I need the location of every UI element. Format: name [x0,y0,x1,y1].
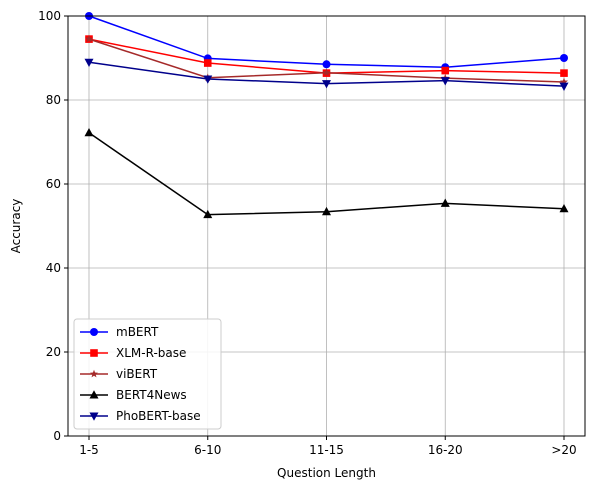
x-tick-label: 1-5 [79,443,99,457]
data-point [560,77,568,86]
legend-marker [89,390,99,399]
data-point [559,203,569,213]
legend-item: viBERT [80,367,158,381]
y-axis-label: Accuracy [9,199,23,254]
y-tick-label: 40 [46,261,61,275]
x-tick-label: 6-10 [194,443,221,457]
series-bert4news [84,127,569,219]
legend-label: BERT4News [116,388,187,402]
legend-label: viBERT [116,367,158,381]
legend: mBERT XLM-R-base viBERT BERT4News PhoBERT-ba… [73,318,222,430]
legend-label: XLM-R-base [116,346,186,360]
data-point [203,75,213,84]
legend-marker [89,412,99,421]
legend-marker [90,369,98,378]
series-layer [84,12,569,219]
legend-label: PhoBERT-base [116,409,201,423]
data-point [440,198,450,207]
data-point [440,77,450,86]
x-tick-label: 16-20 [428,443,463,457]
data-point [322,60,331,69]
y-tick-label: 0 [53,429,61,443]
data-point [84,58,94,67]
data-point [322,80,331,89]
data-point [322,206,331,216]
series-mbert [85,12,568,72]
data-point [203,209,213,219]
series-phobert-base [84,58,569,91]
x-tick-label: 11-15 [309,443,344,457]
legend-item: XLM-R-base [80,346,186,360]
legend-item: mBERT [80,325,159,339]
legend-item: PhoBERT-base [80,409,201,423]
y-tick-label: 80 [46,93,61,107]
legend-marker [90,349,98,357]
data-point [560,69,568,77]
x-tick-label: >20 [551,443,576,457]
legend-item: BERT4News [80,388,187,402]
data-point [322,68,331,77]
y-tick-label: 60 [46,177,61,191]
data-point [560,54,568,62]
axes: 0 20 40 60 80 100 1-5 6-10 11-15 16-20 >20 [38,9,577,457]
y-tick-label: 20 [46,345,61,359]
data-point [84,127,94,137]
legend-marker [90,328,98,336]
data-point [203,59,212,67]
y-tick-label: 100 [38,9,61,23]
legend-box [73,318,222,430]
data-point [559,82,569,91]
data-point [441,66,450,75]
data-point [85,34,93,43]
x-axis-label: Question Length [277,466,376,480]
legend-label: mBERT [116,325,159,339]
